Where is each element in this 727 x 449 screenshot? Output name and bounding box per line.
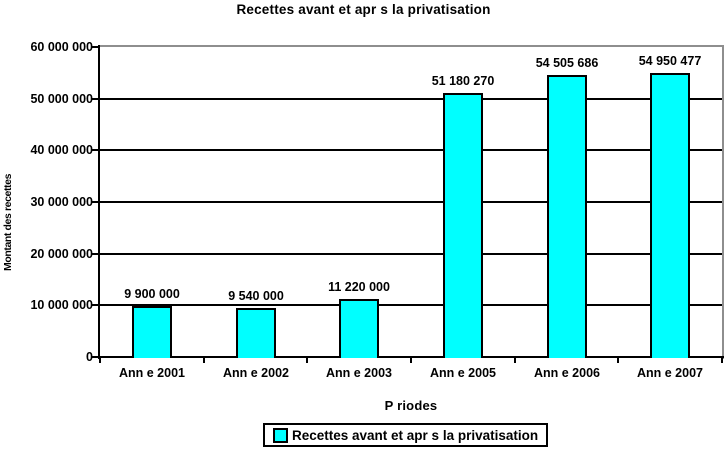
y-axis-tick: [92, 253, 98, 255]
x-axis-tick: [203, 358, 205, 363]
plot-frame-right: [722, 45, 724, 359]
x-category-label: Ann e 2003: [325, 366, 392, 380]
bar-value-label: 9 540 000: [228, 289, 284, 303]
x-axis-title: P riodes: [384, 398, 438, 413]
gridline: [100, 253, 722, 255]
x-category-label: Ann e 2007: [636, 366, 703, 380]
gridline: [100, 201, 722, 203]
y-tick-label: 40 000 000: [30, 143, 93, 157]
bar-value-label: 51 180 270: [431, 74, 495, 88]
y-axis-tick: [92, 304, 98, 306]
bar: [339, 299, 379, 358]
x-category-label: Ann e 2002: [222, 366, 289, 380]
bar-value-label: 9 900 000: [124, 287, 180, 301]
x-axis-tick: [721, 358, 723, 363]
x-axis-tick: [99, 358, 101, 363]
bar: [547, 75, 587, 358]
y-tick-label: 20 000 000: [30, 247, 93, 261]
x-axis-tick: [514, 358, 516, 363]
y-tick-label: 30 000 000: [30, 195, 93, 209]
x-axis-tick: [410, 358, 412, 363]
bar-value-label: 54 505 686: [535, 56, 599, 70]
x-axis-tick: [617, 358, 619, 363]
chart-title: Recettes avant et apr s la privatisation: [236, 2, 491, 17]
bar: [443, 93, 483, 358]
plot-frame-top: [98, 45, 724, 47]
y-tick-label: 50 000 000: [30, 92, 93, 106]
y-axis-tick: [92, 356, 98, 358]
gridline: [100, 304, 722, 306]
x-category-label: Ann e 2006: [533, 366, 600, 380]
bar-value-label: 54 950 477: [638, 54, 702, 68]
bar: [236, 308, 276, 358]
x-category-label: Ann e 2005: [429, 366, 496, 380]
legend: Recettes avant et apr s la privatisation: [263, 423, 549, 447]
legend-label: Recettes avant et apr s la privatisation: [292, 427, 539, 443]
y-axis-tick: [92, 46, 98, 48]
y-axis-tick: [92, 98, 98, 100]
y-tick-label: 10 000 000: [30, 298, 93, 312]
y-axis-tick: [92, 201, 98, 203]
gridline: [100, 149, 722, 151]
y-tick-label: 0: [86, 350, 93, 364]
y-tick-label: 60 000 000: [30, 40, 93, 54]
x-category-label: Ann e 2001: [118, 366, 185, 380]
bar-value-label: 11 220 000: [328, 280, 390, 294]
bar: [132, 306, 172, 358]
y-axis-line: [98, 45, 100, 359]
bar: [650, 73, 690, 358]
gridline: [100, 98, 722, 100]
y-axis-tick: [92, 149, 98, 151]
x-axis-tick: [306, 358, 308, 363]
x-axis-line: [98, 356, 724, 358]
legend-swatch-icon: [273, 427, 288, 443]
